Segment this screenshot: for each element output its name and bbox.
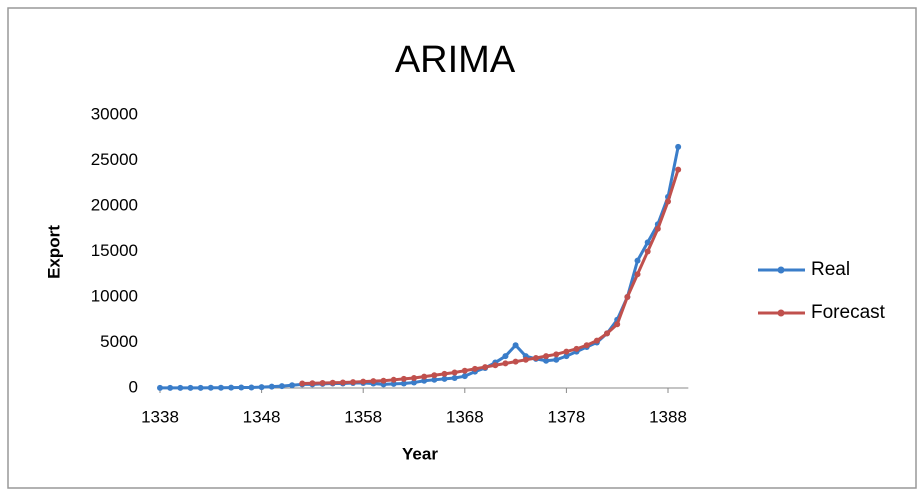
data-point <box>675 143 682 150</box>
x-tick-label: 1368 <box>446 407 484 426</box>
data-point <box>167 384 174 391</box>
y-tick-label: 20000 <box>91 195 138 214</box>
data-point <box>553 351 560 358</box>
data-point <box>654 225 661 232</box>
data-point <box>563 353 570 360</box>
data-point <box>187 384 194 391</box>
data-point <box>421 373 428 380</box>
data-point <box>411 374 417 381</box>
data-point <box>512 358 519 365</box>
data-point <box>299 380 306 387</box>
data-point <box>461 367 468 374</box>
y-tick-label: 0 <box>129 377 138 396</box>
data-point <box>624 294 631 300</box>
data-point <box>289 382 296 389</box>
legend-marker <box>777 309 785 317</box>
data-point <box>553 356 560 363</box>
x-tick-label: 1348 <box>243 407 281 426</box>
data-point <box>451 369 458 376</box>
chart-frame <box>7 7 917 489</box>
data-point <box>380 377 387 384</box>
data-point <box>532 354 539 361</box>
x-tick-label: 1378 <box>547 407 585 426</box>
data-point <box>339 379 346 386</box>
data-point <box>370 378 377 385</box>
data-point <box>593 337 600 344</box>
y-tick-label: 5000 <box>100 332 138 351</box>
data-point <box>604 330 611 337</box>
data-point <box>502 353 509 360</box>
y-tick-label: 25000 <box>91 150 138 169</box>
data-point <box>268 383 275 390</box>
data-point <box>431 372 438 379</box>
data-point <box>543 357 550 364</box>
x-tick-label: 1338 <box>141 407 179 426</box>
data-point <box>441 375 448 382</box>
data-point <box>492 362 499 369</box>
data-point <box>217 384 224 391</box>
data-point <box>329 379 336 386</box>
data-point <box>400 375 407 382</box>
data-point <box>431 376 438 383</box>
data-point <box>278 383 285 390</box>
x-axis-label: Year <box>402 444 438 463</box>
data-point <box>258 384 265 391</box>
data-point <box>451 374 458 381</box>
data-point <box>157 384 163 391</box>
data-point <box>177 384 184 391</box>
data-point <box>634 271 641 278</box>
data-point <box>502 360 509 367</box>
data-point <box>400 380 407 387</box>
data-point <box>390 376 397 383</box>
legend-marker <box>777 266 785 274</box>
y-tick-label: 15000 <box>91 241 138 260</box>
data-point <box>522 356 529 363</box>
data-point <box>644 239 651 246</box>
data-point <box>319 379 326 386</box>
data-point <box>441 370 448 377</box>
data-point <box>614 321 621 328</box>
data-point <box>461 373 468 380</box>
data-point <box>675 166 682 173</box>
legend-label: Real <box>811 259 850 280</box>
data-point <box>482 364 489 371</box>
data-point <box>350 379 357 386</box>
data-point <box>665 198 671 205</box>
data-point <box>563 348 570 355</box>
data-point <box>197 384 204 391</box>
data-point <box>471 365 478 372</box>
y-tick-label: 10000 <box>91 286 138 305</box>
legend-label: Forecast <box>811 302 886 323</box>
data-point <box>644 248 651 255</box>
data-point <box>583 342 590 349</box>
data-point <box>360 378 367 385</box>
data-point <box>309 380 316 387</box>
y-tick-label: 30000 <box>91 104 138 123</box>
data-point <box>543 353 550 360</box>
data-point <box>248 384 255 391</box>
data-point <box>634 257 641 264</box>
chart-title: ARIMA <box>395 39 516 81</box>
y-axis-label: Export <box>44 225 63 279</box>
data-point <box>411 379 417 386</box>
data-point <box>512 342 519 349</box>
data-point <box>573 345 580 352</box>
series-line <box>159 146 680 390</box>
x-tick-label: 1358 <box>344 407 382 426</box>
data-point <box>207 384 214 391</box>
x-tick-label: 1388 <box>649 407 687 426</box>
data-point <box>228 384 235 391</box>
data-point <box>238 384 245 391</box>
